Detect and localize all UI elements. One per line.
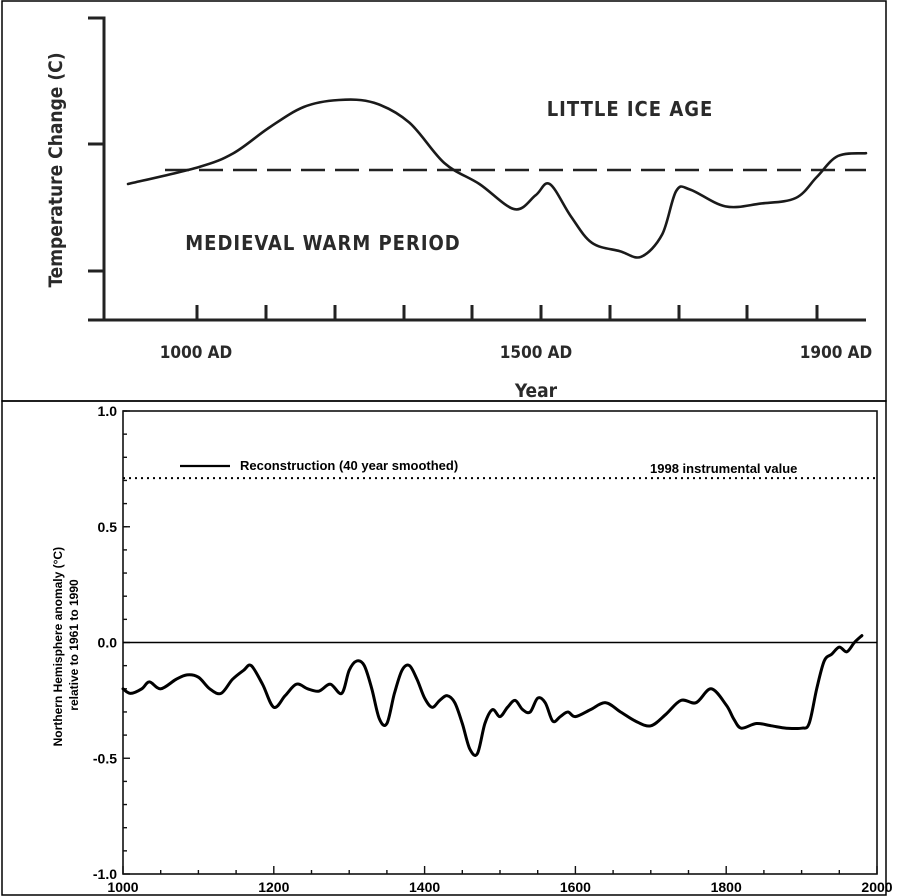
top-chart: Temperature Change (C) 1000 AD 1500 AD 1…	[45, 16, 872, 402]
top-panel-frame	[1, 0, 887, 402]
top-x-tick-label: 1000 AD	[160, 343, 232, 363]
bottom-y-tick-label: -1.0	[93, 866, 117, 882]
bottom-y-tick-label: 0.0	[98, 635, 118, 651]
bottom-x-tick-label: 1200	[258, 879, 289, 895]
top-x-tick-label: 1500 AD	[500, 343, 572, 363]
medieval-warm-period-annotation: MEDIEVAL WARM PERIOD	[185, 231, 461, 255]
top-x-tick-label: 1900 AD	[800, 343, 872, 363]
bottom-x-tick-label: 1600	[560, 879, 591, 895]
top-series-line	[126, 98, 868, 259]
bottom-y-axis-label: Northern Hemisphere anomaly (°C) relativ…	[51, 544, 81, 747]
bottom-y-tick-label: 1.0	[98, 403, 118, 419]
bottom-y-tick-label: 0.5	[98, 519, 118, 535]
instrumental-value-label: 1998 instrumental value	[650, 461, 797, 476]
legend-label: Reconstruction (40 year smoothed)	[240, 458, 458, 473]
bottom-chart: 1.0 0.5 0.0 -0.5 -1.0 1000 1200 1400 1600 1800 20…	[51, 403, 893, 895]
little-ice-age-annotation: LITTLE ICE AGE	[547, 97, 714, 121]
bottom-x-tick-label: 2000	[861, 879, 892, 895]
reconstruction-series-line	[121, 634, 864, 757]
bottom-x-ticks: 1000 1200 1400 1600 1800 2000	[107, 866, 893, 895]
bottom-y-ticks: 1.0 0.5 0.0 -0.5 -1.0	[93, 403, 130, 882]
bottom-y-tick-label: -0.5	[93, 750, 117, 766]
bottom-x-tick-label: 1800	[711, 879, 742, 895]
bottom-x-tick-label: 1400	[409, 879, 440, 895]
bottom-panel-frame	[1, 400, 887, 896]
bottom-x-tick-label: 1000	[107, 879, 138, 895]
top-x-axis-label: Year	[514, 380, 558, 402]
top-y-axis-label: Temperature Change (C)	[45, 52, 67, 287]
top-x-ticks	[195, 305, 819, 320]
